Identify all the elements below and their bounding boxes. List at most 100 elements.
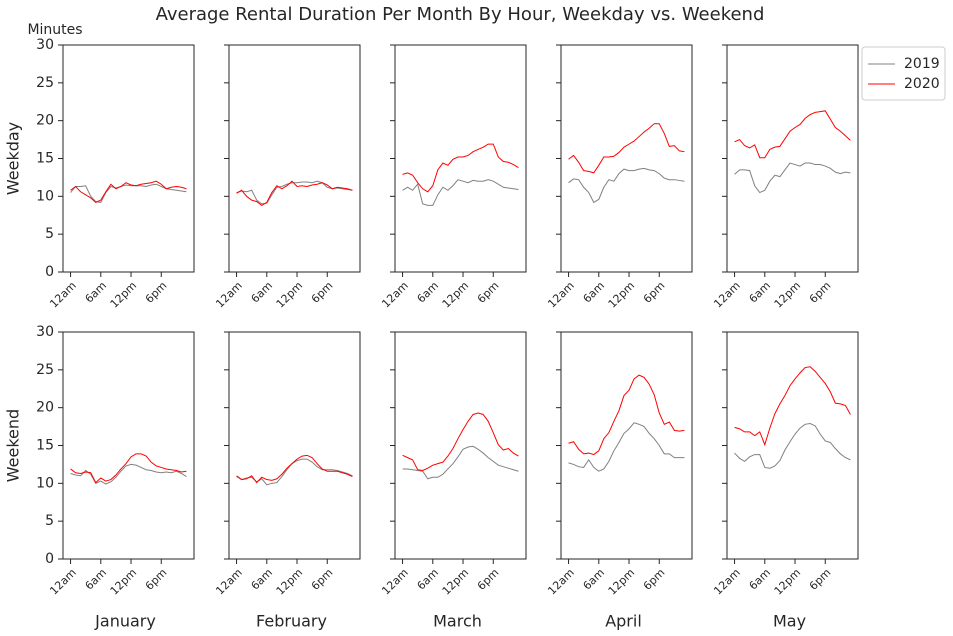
x-tick-label: 6pm [641, 279, 668, 306]
x-tick-label: 6am [747, 566, 773, 592]
plot-frame [228, 44, 361, 273]
series-line [236, 458, 353, 486]
plot-frame [560, 44, 693, 273]
x-tick-label: 6pm [475, 566, 502, 593]
legend-box [861, 46, 946, 101]
y-tick-label: 0 [45, 264, 54, 280]
plot-frame [394, 331, 527, 560]
y-tick-label: 25 [36, 362, 54, 378]
row-label: Weekend [4, 409, 23, 482]
y-tick-label: 20 [36, 400, 54, 416]
y-tick-label: 30 [36, 324, 54, 340]
x-tick-label: 6am [249, 279, 275, 305]
y-tick-label: 10 [36, 475, 54, 491]
x-tick-label: 6am [249, 566, 275, 592]
y-tick-label: 30 [36, 37, 54, 53]
y-tick-label: 0 [45, 551, 54, 567]
series-line [734, 366, 851, 447]
x-tick-label: 6am [415, 279, 441, 305]
y-tick-label: 20 [36, 113, 54, 129]
x-tick-label: 6pm [475, 279, 502, 306]
x-tick-label: 6am [581, 279, 607, 305]
x-tick-label: 6pm [309, 566, 336, 593]
series-line [568, 123, 685, 174]
plot-frame [394, 44, 527, 273]
x-tick-label: 12pm [772, 566, 804, 598]
x-tick-label: 6pm [309, 279, 336, 306]
x-tick-label: 6am [747, 279, 773, 305]
x-tick-label: 12pm [274, 279, 306, 311]
series-line [402, 143, 519, 193]
x-tick-label: 12am [47, 566, 78, 597]
column-label: February [256, 612, 327, 631]
x-tick-label: 12pm [274, 566, 306, 598]
y-tick-label: 10 [36, 188, 54, 204]
legend-label: 2019 [904, 56, 940, 72]
series-line [568, 374, 685, 456]
plot-frame [726, 331, 859, 560]
x-tick-label: 12pm [606, 566, 638, 598]
plot-frame [726, 44, 859, 273]
column-label: April [605, 612, 642, 631]
series-line [70, 183, 187, 203]
x-tick-label: 12am [213, 566, 244, 597]
series-line [734, 162, 851, 194]
x-tick-label: 12am [379, 566, 410, 597]
series-line [70, 453, 187, 484]
series-line [402, 445, 519, 480]
x-tick-label: 12pm [440, 566, 472, 598]
series-line [70, 463, 187, 485]
x-tick-label: 12am [379, 279, 410, 310]
y-axis-label: Minutes [27, 22, 82, 38]
x-tick-label: 6am [415, 566, 441, 592]
legend-label: 2020 [904, 76, 940, 92]
column-label: May [773, 612, 806, 631]
x-tick-label: 6pm [143, 279, 170, 306]
series-line [568, 167, 685, 204]
x-tick-label: 12pm [108, 279, 140, 311]
plot-frame [228, 331, 361, 560]
series-line [236, 180, 353, 207]
y-tick-label: 25 [36, 75, 54, 91]
x-tick-label: 6am [83, 279, 109, 305]
x-tick-label: 12pm [440, 279, 472, 311]
x-tick-label: 6pm [807, 566, 834, 593]
y-tick-label: 15 [36, 438, 54, 454]
series-line [734, 110, 851, 159]
y-tick-label: 5 [45, 513, 54, 529]
y-tick-label: 15 [36, 151, 54, 167]
column-label: January [94, 612, 156, 631]
y-tick-label: 5 [45, 226, 54, 242]
plot-frame [62, 44, 195, 273]
series-line [568, 422, 685, 472]
x-tick-label: 6am [83, 566, 109, 592]
x-tick-label: 12am [213, 279, 244, 310]
chart-title: Average Rental Duration Per Month By Hou… [156, 4, 765, 25]
series-line [734, 423, 851, 469]
x-tick-label: 12pm [606, 279, 638, 311]
x-tick-label: 12am [47, 279, 78, 310]
series-line [70, 180, 187, 203]
x-tick-label: 6am [581, 566, 607, 592]
column-label: March [433, 612, 482, 631]
row-label: Weekday [4, 122, 23, 195]
series-line [402, 412, 519, 471]
x-tick-label: 12pm [108, 566, 140, 598]
x-tick-label: 12am [545, 279, 576, 310]
x-tick-label: 6pm [807, 279, 834, 306]
x-tick-label: 12am [711, 566, 742, 597]
x-tick-label: 6pm [641, 566, 668, 593]
series-line [236, 454, 353, 484]
plot-frame [560, 331, 693, 560]
